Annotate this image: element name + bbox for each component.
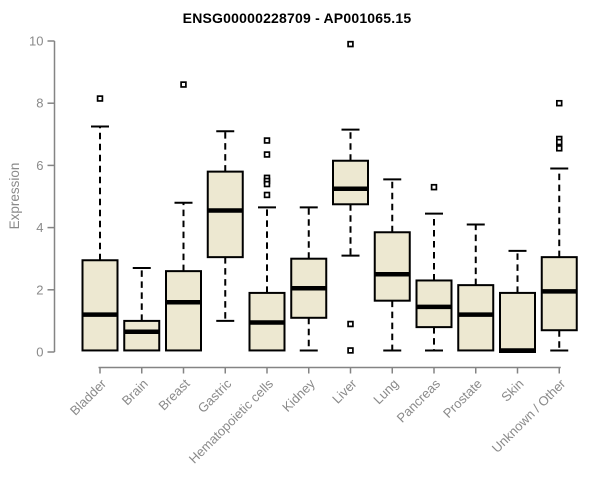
- iqr-box: [499, 291, 536, 354]
- iqr-box: [123, 319, 161, 352]
- box-group: [165, 81, 202, 352]
- box-group: [415, 183, 453, 352]
- box-group: [457, 223, 495, 352]
- y-tick-label: 0: [36, 345, 43, 360]
- iqr-box: [415, 279, 453, 329]
- x-tick-label: Liver: [329, 376, 360, 407]
- outlier-point: [263, 180, 271, 188]
- x-tick-label: Brain: [119, 376, 151, 408]
- x-tick-label: Bladder: [67, 376, 110, 419]
- y-tick-label: 6: [36, 158, 43, 173]
- iqr-box: [457, 284, 495, 352]
- outlier-point: [555, 138, 563, 146]
- box-group: [540, 99, 578, 352]
- box-group: [123, 267, 161, 352]
- box-group: [373, 178, 411, 352]
- y-tick-label: 4: [36, 220, 43, 235]
- outlier-point: [263, 151, 271, 158]
- outlier-point: [347, 347, 354, 354]
- outlier-point: [180, 81, 187, 88]
- y-tick-label: 2: [36, 282, 43, 297]
- x-tick-label: Gastric: [195, 376, 235, 416]
- outlier-point: [96, 95, 104, 102]
- chart-title: ENSG00000228709 - AP001065.15: [182, 10, 412, 26]
- iqr-box: [206, 170, 244, 259]
- iqr-box: [81, 259, 119, 352]
- box-group: [81, 95, 119, 352]
- y-axis-title: Expression: [7, 163, 22, 230]
- outlier-point: [555, 145, 563, 152]
- outlier-point: [263, 191, 271, 199]
- outlier-point: [555, 99, 563, 107]
- box-group: [499, 249, 536, 354]
- box-group: [206, 130, 244, 322]
- y-tick-label: 8: [36, 96, 43, 111]
- iqr-box: [332, 159, 369, 206]
- iqr-box: [540, 256, 578, 332]
- x-tick-label: Kidney: [279, 376, 318, 415]
- outlier-point: [263, 137, 271, 144]
- x-tick-label: Pancreas: [394, 376, 444, 426]
- x-tick-label: Breast: [155, 376, 192, 413]
- iqr-box: [373, 231, 411, 302]
- outlier-point: [347, 320, 354, 328]
- y-tick-label: 10: [29, 34, 43, 49]
- x-tick-label: Prostate: [440, 376, 485, 421]
- box-group: [290, 206, 328, 352]
- x-tick-label: Skin: [498, 376, 526, 404]
- iqr-box: [165, 270, 202, 352]
- outlier-point: [430, 183, 438, 191]
- box-group: [332, 40, 369, 354]
- x-tick-label: Unknown / Other: [489, 376, 569, 456]
- outlier-point: [347, 40, 354, 48]
- x-tick-label: Lung: [370, 376, 401, 407]
- box-group: [248, 137, 286, 352]
